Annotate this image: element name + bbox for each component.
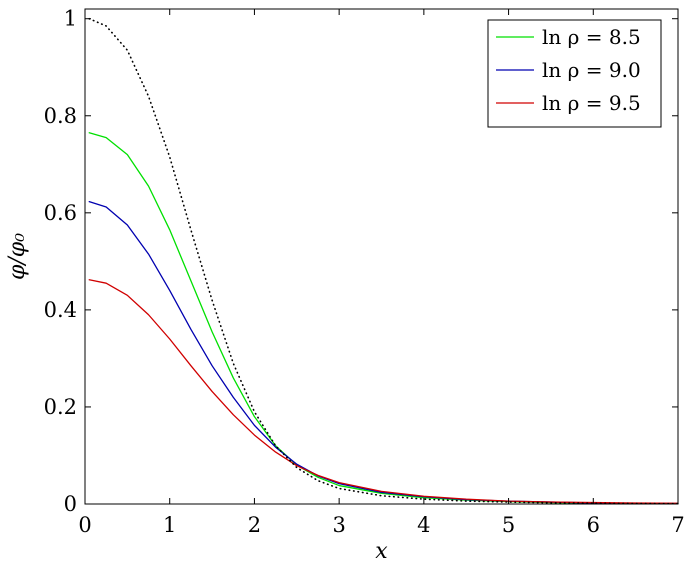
- y-tick-label: 0.2: [44, 395, 77, 419]
- x-axis-label: x: [375, 539, 388, 564]
- series-line-3: [88, 279, 679, 504]
- x-tick-label: 1: [163, 513, 176, 537]
- x-tick-label: 6: [587, 513, 600, 537]
- x-tick-label: 2: [248, 513, 261, 537]
- series-line-4: [88, 17, 679, 505]
- series-line-1: [88, 132, 679, 505]
- legend-label: ln ρ = 9.0: [542, 58, 641, 82]
- series-line-2: [88, 201, 679, 505]
- legend-label: ln ρ = 8.5: [542, 25, 641, 49]
- tick-layer: 0 1 2 3 4 5 6 7 0 0.2 0.4 0.6 0.8 1: [44, 7, 685, 537]
- x-tick-label: 5: [502, 513, 515, 537]
- y-tick-label: 0: [64, 492, 77, 516]
- x-tick-label: 7: [671, 513, 684, 537]
- legend: ln ρ = 8.5 ln ρ = 9.0 ln ρ = 9.5: [487, 19, 662, 128]
- x-tick-label: 3: [332, 513, 345, 537]
- x-tick-label: 0: [78, 513, 91, 537]
- y-axis-label: φ/φ₀: [5, 233, 30, 280]
- plot-frame: [84, 8, 679, 505]
- x-tick-label: 4: [417, 513, 430, 537]
- y-tick-label: 0.8: [44, 104, 77, 128]
- legend-box: [487, 19, 662, 128]
- legend-label: ln ρ = 9.5: [542, 91, 641, 115]
- y-tick-label: 0.4: [44, 298, 77, 322]
- y-tick-label: 0.6: [44, 201, 77, 225]
- y-tick-label: 1: [64, 7, 77, 31]
- series-layer: [88, 17, 679, 505]
